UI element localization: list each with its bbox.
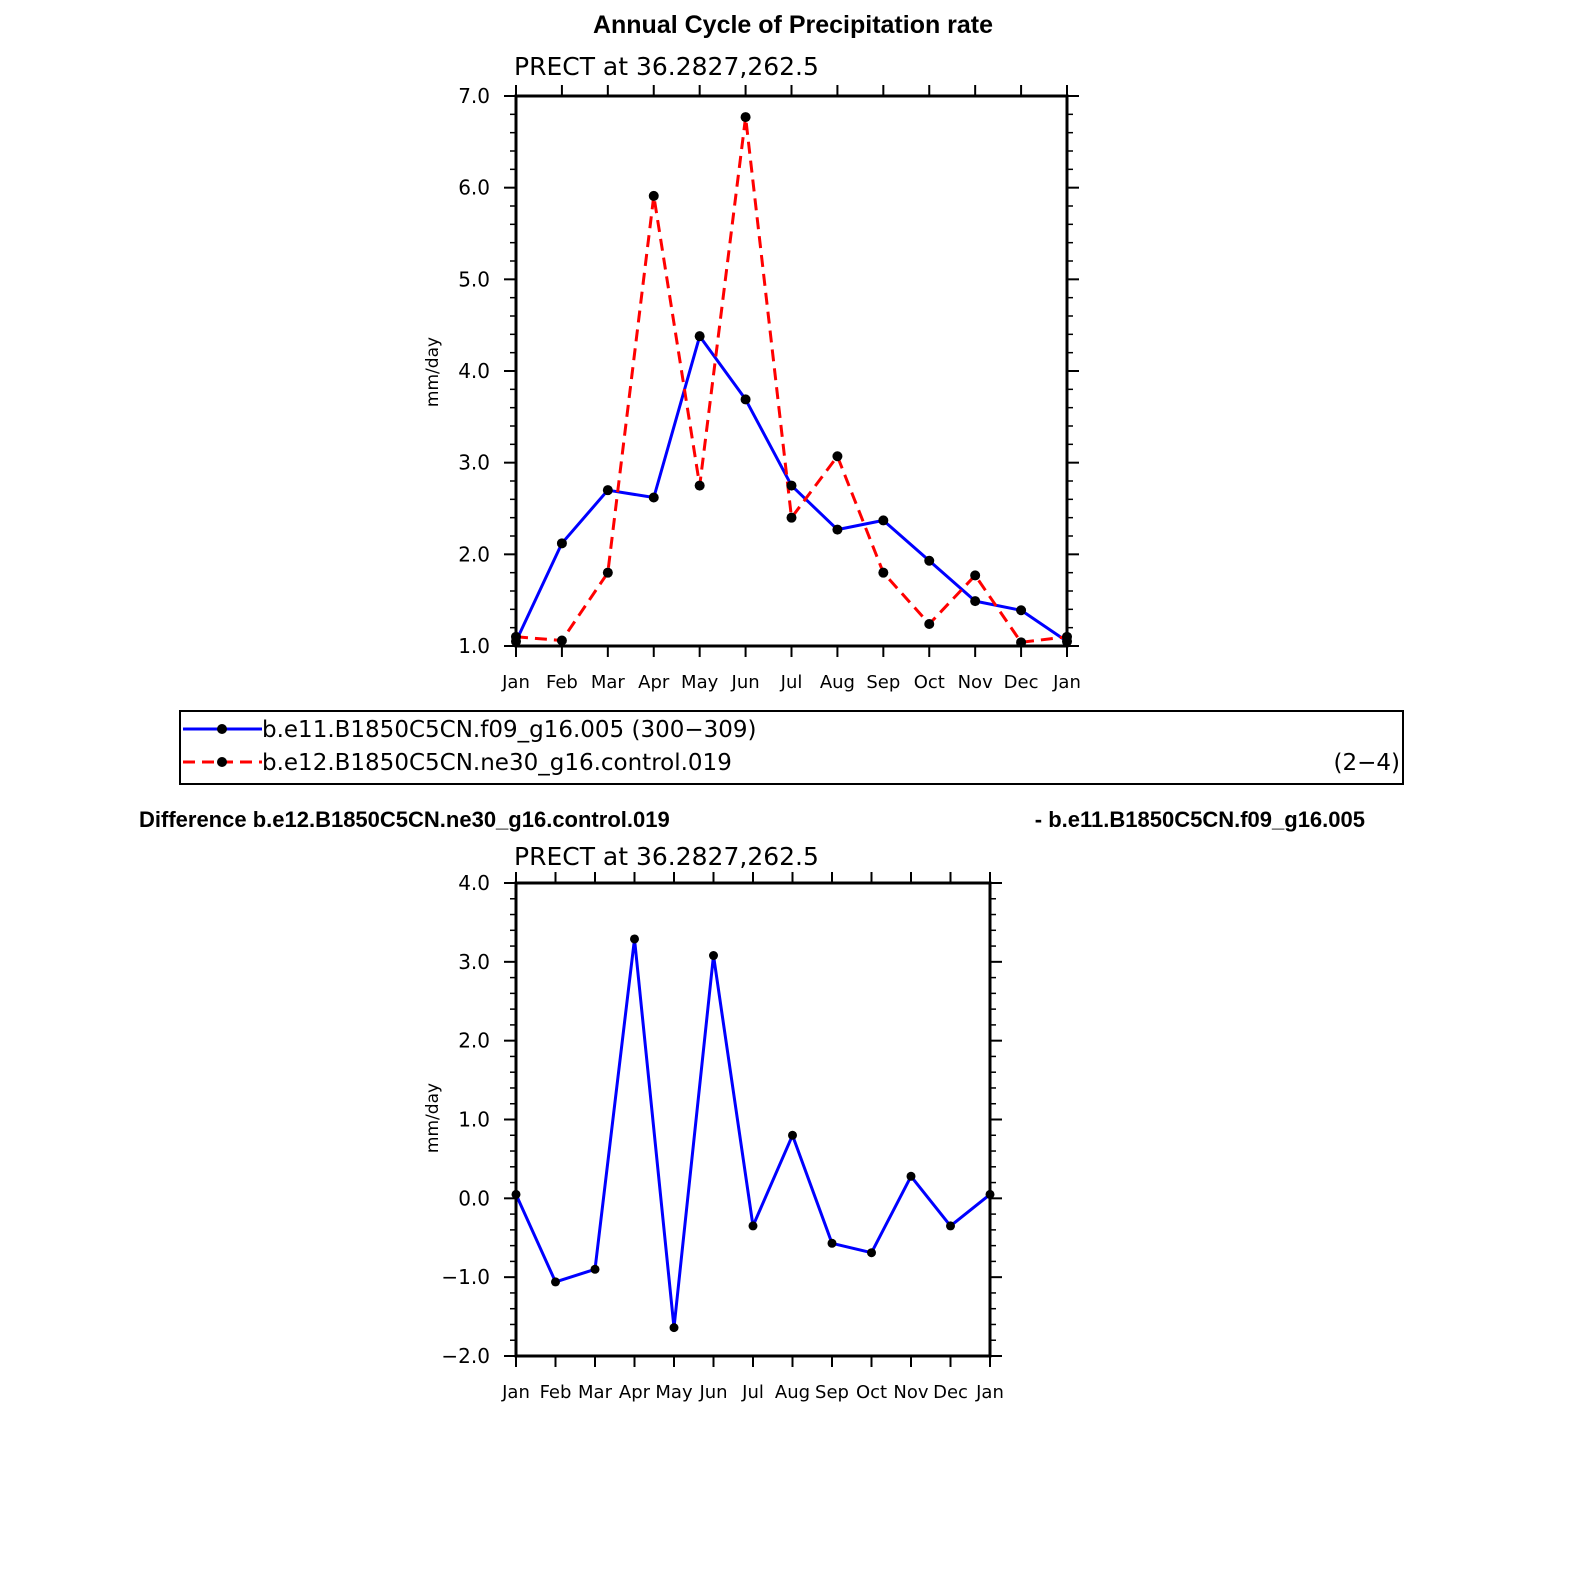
chart1-xtick-label: Jan: [501, 672, 530, 693]
legend-entry-model2: b.e12.B1850C5CN.ne30_g16.control.019 (2−…: [183, 750, 1400, 776]
chart1-ytick-label: 5.0: [458, 267, 490, 291]
chart2-series-1-point: [748, 1221, 758, 1231]
legend-suffix: (2−4): [1334, 750, 1400, 776]
chart2-xtick-label: Aug: [775, 1382, 810, 1403]
chart1-series-2-point: [832, 451, 843, 462]
chart2-series-1-point: [630, 934, 639, 944]
chart1-ytick-label: 6.0: [458, 176, 490, 200]
chart2-subtitle: PRECT at 36.2827,262.5: [514, 842, 819, 871]
legend-marker-model2: [217, 757, 227, 767]
chart2-xtick-label: May: [655, 1382, 693, 1403]
legend-marker-model1: [217, 724, 227, 734]
chart1-series-2-point: [602, 567, 613, 578]
chart2-ytick-label: −2.0: [441, 1344, 490, 1368]
chart1-title: Annual Cycle of Precipitation rate: [593, 11, 993, 39]
chart2-series: [511, 934, 995, 1333]
chart1-xtick-label: Nov: [958, 672, 993, 693]
chart1-xtick-label: Jan: [1052, 672, 1081, 693]
chart2-xtick-label: Nov: [893, 1382, 928, 1403]
legend-label-model1: b.e11.B1850C5CN.f09_g16.005 (300−309): [262, 717, 757, 743]
chart1-series-1-point: [1016, 605, 1027, 616]
chart2-series-1-point: [788, 1130, 797, 1140]
chart2-series-1-point: [551, 1277, 560, 1287]
chart2-frame: [514, 881, 992, 1358]
chart2-xtick-label: Jan: [975, 1382, 1004, 1403]
chart1-series-2-point: [878, 567, 889, 578]
chart1-series-2-point: [786, 512, 797, 523]
chart2-xtick-label: Sep: [815, 1382, 849, 1403]
chart1-series-1-point: [648, 492, 659, 503]
chart1-series: [511, 112, 1072, 648]
chart2-series-1-point: [709, 951, 718, 961]
chart1-xtick-label: Feb: [546, 672, 578, 693]
chart2-series-1-point: [946, 1221, 955, 1231]
chart1-series-2-point: [648, 190, 659, 201]
chart2-title-right: - b.e11.B1850C5CN.f09_g16.005: [1035, 807, 1365, 832]
chart1-series-2-point: [740, 112, 751, 123]
legend-box: [179, 710, 1404, 785]
chart1-frame: [514, 94, 1069, 648]
chart1-series-1-point: [970, 596, 981, 607]
chart1-xtick-label: Dec: [1004, 672, 1039, 693]
chart1-ylabel: mm/day: [423, 337, 443, 407]
chart2-xtick-label: Apr: [619, 1382, 651, 1403]
chart2-xtick-label: Mar: [578, 1382, 613, 1403]
chart2-ytick-label: 1.0: [458, 1108, 490, 1132]
chart1-series-1-point: [924, 555, 935, 566]
chart1-xtick-label: Aug: [820, 672, 855, 693]
chart1-series-1-point: [786, 480, 797, 491]
chart2-xtick-label: Jul: [741, 1382, 764, 1403]
legend-entry-model1: b.e11.B1850C5CN.f09_g16.005 (300−309): [183, 717, 757, 743]
chart1-series-2-point: [970, 570, 981, 581]
chart1-ytick-label: 1.0: [458, 634, 490, 658]
chart1-series-1-point: [556, 538, 567, 549]
chart2-series-1-point: [669, 1323, 679, 1333]
chart1-xtick-label: Apr: [638, 672, 670, 693]
chart2-xtick-label: Jun: [698, 1382, 727, 1403]
chart2-ytick-label: 4.0: [458, 871, 490, 895]
legend-label-model2: b.e12.B1850C5CN.ne30_g16.control.019: [262, 750, 732, 776]
chart1-series-line-2: [515, 115, 1068, 644]
chart1-xtick-label: Jun: [731, 672, 760, 693]
chart2-series-line-1: [514, 937, 991, 1330]
chart1-ytick-label: 7.0: [458, 84, 490, 108]
chart2-ytick-label: 3.0: [458, 950, 490, 974]
chart2-series-1-point: [906, 1171, 916, 1181]
chart2-series-1-point: [867, 1248, 876, 1258]
chart2-ytick-label: 2.0: [458, 1029, 490, 1053]
chart1-xtick-label: Sep: [866, 672, 900, 693]
chart1-series-1-point: [878, 515, 889, 526]
chart2-xtick-label: Dec: [933, 1382, 968, 1403]
chart1-subtitle: PRECT at 36.2827,262.5: [514, 52, 819, 81]
chart1-xtick-label: Jul: [780, 672, 803, 693]
chart1-xtick-label: Mar: [591, 672, 626, 693]
chart1-xtick-label: Oct: [914, 672, 945, 693]
chart1-ticks: 1.0 2.0 3.0 4.0 5.0 6.0 7.0 Jan Feb Mar Apr May Jun J…: [458, 84, 1081, 693]
chart2-xtick-label: Jan: [501, 1382, 530, 1403]
chart1-series-2-point: [694, 480, 705, 491]
chart1-ytick-label: 2.0: [458, 542, 490, 566]
chart2-ylabel: mm/day: [423, 1083, 443, 1153]
chart2-xtick-label: Feb: [540, 1382, 572, 1403]
chart1-series-1-point: [740, 394, 751, 405]
chart1-series-1-point: [832, 524, 843, 535]
chart2-ytick-label: −1.0: [441, 1265, 490, 1289]
chart1-ytick-label: 4.0: [458, 359, 490, 383]
chart1-xtick-label: May: [681, 672, 719, 693]
chart1-series-1-point: [694, 331, 705, 342]
chart1-series-2-point: [924, 619, 935, 629]
chart2-series-1-point: [827, 1238, 837, 1248]
chart2-xtick-label: Oct: [856, 1382, 887, 1403]
chart2-series-1-point: [590, 1264, 600, 1274]
chart1-series-2-point: [556, 635, 567, 646]
chart2-ytick-label: 0.0: [458, 1186, 490, 1210]
chart1-ytick-label: 3.0: [458, 451, 490, 475]
chart1-series-1-point: [602, 485, 613, 496]
chart2-title: Difference b.e12.B1850C5CN.ne30_g16.cont…: [139, 807, 670, 832]
